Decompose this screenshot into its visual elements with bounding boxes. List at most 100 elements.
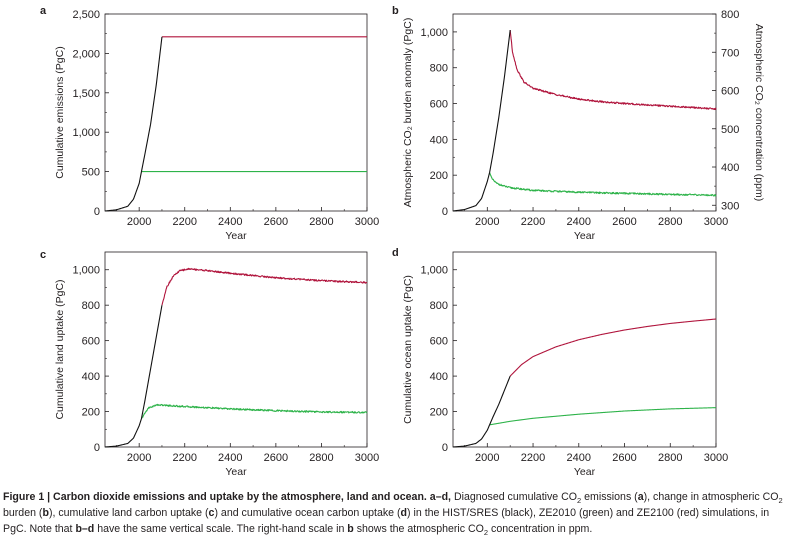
y-tick-label-c-1: 200	[82, 407, 100, 419]
y-tick-label-d-3: 600	[430, 336, 448, 348]
x-tick-label-a-5: 3000	[355, 216, 379, 228]
caption-segment-1: 2	[577, 496, 582, 506]
y2-tick-label-4: 700	[721, 47, 739, 59]
x-tick-label-d-1: 2200	[521, 452, 545, 464]
series-line-b-hist	[452, 30, 511, 212]
caption-segment-2: emissions (	[581, 491, 638, 503]
series-line-a-hist	[104, 36, 163, 212]
caption-segment-0: Diagnosed cumulative CO	[451, 491, 578, 503]
x-tick-label-c-5: 3000	[355, 452, 379, 464]
y-axis-label-c: Cumulative land uptake (PgC)	[54, 279, 66, 419]
panel-label-b: b	[392, 5, 399, 17]
panel-b: b 2000 2200 2400 2600 2800 3000 0 200 400 600 800 1,…	[392, 5, 765, 242]
series-line-b-ze2010	[489, 172, 717, 197]
caption-segment-9: c	[208, 507, 215, 520]
x-axis-label-c: Year	[225, 466, 247, 478]
y-tick-label-d-4: 800	[430, 300, 448, 312]
x-tick-label-b-2: 2400	[567, 216, 591, 228]
x-tick-label-b-4: 2800	[658, 216, 682, 228]
series-line-d-hist	[452, 375, 511, 448]
caption-segment-3: a	[637, 491, 644, 503]
caption-segment-18: concentration in ppm.	[488, 523, 593, 536]
panel-c: c 2000 2200 2400 2600 2800 3000 0 200 400 600 800 1,…	[40, 249, 379, 478]
x-tick-label-c-2: 2400	[218, 452, 242, 464]
y2-tick-label-0: 300	[721, 200, 739, 212]
plot-frame-b	[452, 13, 717, 212]
y-tick-label-b-2: 400	[430, 134, 448, 146]
series-line-c-ze2010	[140, 403, 368, 419]
figure-caption: Figure 1 | Carbon dioxide emissions and …	[3, 489, 793, 538]
y-tick-label-a-2: 1,000	[72, 127, 100, 139]
caption-segment-5: 2	[778, 496, 783, 506]
caption-heading: Figure 1 | Carbon dioxide emissions and …	[3, 491, 452, 503]
series-line-d-ze2010	[489, 407, 717, 426]
x-tick-label-a-4: 2800	[309, 216, 333, 228]
caption-segment-17: 2	[483, 528, 489, 538]
x-tick-label-a-0: 2000	[127, 216, 151, 228]
y-tick-label-a-0: 0	[94, 206, 100, 218]
plot-frame-c	[104, 251, 368, 448]
x-axis-label-d: Year	[574, 466, 596, 478]
x-tick-label-a-3: 2600	[264, 216, 288, 228]
y2-tick-label-3: 600	[721, 86, 739, 98]
x-tick-label-d-0: 2000	[475, 452, 499, 464]
x-tick-label-d-2: 2400	[567, 452, 591, 464]
x-tick-label-c-1: 2200	[172, 452, 196, 464]
y-tick-label-b-5: 1,000	[420, 27, 448, 39]
y2-tick-label-5: 800	[721, 9, 739, 21]
y2-axis-label: Atmospheric CO₂ concentration (ppm)	[753, 24, 765, 201]
y2-tick-label-2: 500	[721, 124, 739, 136]
y-axis-label-b: Atmospheric CO₂ burden anomaly (PgC)	[402, 18, 414, 208]
y-tick-label-b-3: 600	[430, 99, 448, 111]
caption-segment-10: ) and cumulative ocean carbon uptake (	[214, 507, 401, 520]
caption-segment-14: have the same vertical scale. The right-…	[94, 523, 348, 536]
y2-tick-label-1: 400	[721, 162, 739, 174]
y-tick-label-c-2: 400	[82, 371, 100, 383]
x-tick-label-a-1: 2200	[172, 216, 196, 228]
panel-label-c: c	[40, 249, 46, 261]
x-tick-label-b-0: 2000	[475, 216, 499, 228]
plot-frame-a	[104, 13, 368, 212]
x-tick-label-a-2: 2400	[218, 216, 242, 228]
x-tick-label-b-3: 2600	[612, 216, 636, 228]
y-tick-label-c-5: 1,000	[72, 265, 100, 277]
caption-segment-13: b–d	[75, 523, 95, 536]
y-tick-label-b-4: 800	[430, 63, 448, 75]
panel-a: a 2000 2200 2400 2600 2800 3000 0 500 1,000 1,500 2…	[40, 5, 379, 242]
x-tick-label-c-3: 2600	[264, 452, 288, 464]
series-line-c-ze2100	[161, 267, 368, 306]
series-line-c-hist	[104, 305, 163, 448]
caption-segment-7: b	[42, 507, 49, 520]
plot-frame-d	[452, 251, 717, 448]
x-tick-label-b-5: 3000	[704, 216, 728, 228]
panel-d: d 2000 2200 2400 2600 2800 3000 0 200 400 600 800 1,…	[392, 247, 728, 478]
caption-segment-11: d	[400, 507, 408, 520]
caption-segment-8: ), cumulative land carbon uptake (	[48, 507, 209, 520]
caption-segment-6: burden (	[3, 507, 43, 520]
caption-segment-16: shows the atmospheric CO	[353, 523, 484, 536]
panel-label-d: d	[392, 247, 399, 259]
x-tick-label-d-5: 3000	[704, 452, 728, 464]
series-line-d-ze2100	[509, 318, 717, 377]
caption-body: Diagnosed cumulative CO2 emissions (a), …	[3, 491, 783, 538]
y-axis-label-d: Cumulative ocean uptake (PgC)	[402, 275, 414, 424]
x-tick-label-b-1: 2200	[521, 216, 545, 228]
y-tick-label-d-0: 0	[442, 442, 448, 454]
panel-label-a: a	[40, 5, 47, 17]
y-tick-label-d-5: 1,000	[420, 265, 448, 277]
y-tick-label-b-1: 200	[430, 170, 448, 182]
y-tick-label-c-0: 0	[94, 442, 100, 454]
series-line-b-ze2100	[509, 30, 717, 111]
caption-segment-12: ) in the HIST/SRES (black), ZE2010 (gree…	[3, 507, 770, 536]
y-tick-label-c-3: 600	[82, 336, 100, 348]
y-tick-label-a-4: 2,000	[72, 48, 100, 60]
y-tick-label-d-2: 400	[430, 371, 448, 383]
y-tick-label-a-3: 1,500	[72, 88, 100, 100]
caption-segment-15: b	[347, 523, 354, 536]
x-tick-label-c-4: 2800	[309, 452, 333, 464]
x-tick-label-c-0: 2000	[127, 452, 151, 464]
y-tick-label-a-5: 2,500	[72, 9, 100, 21]
x-axis-label-a: Year	[225, 230, 247, 242]
y-tick-label-b-0: 0	[442, 206, 448, 218]
